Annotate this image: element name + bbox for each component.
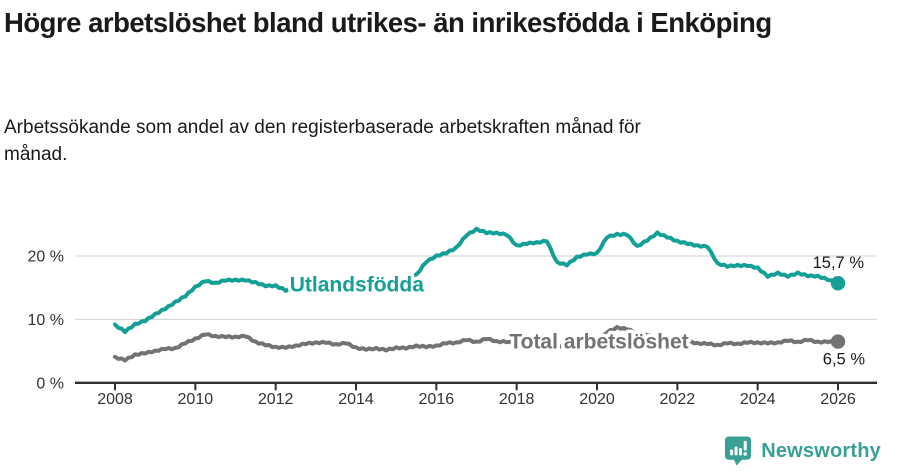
x-axis: 2008 2010 2012 2014 2016 2018 2020 2022 2024 2026 [75,381,877,408]
series-line-utlandsfodda [113,226,840,335]
x-tick-label: 2012 [258,391,294,408]
end-value-label: 15,7 % [813,254,865,272]
series-end-dot [830,334,846,349]
y-tick-label: 20 % [28,249,64,266]
y-tick-label: 10 % [28,312,64,329]
x-tick-label: 2020 [579,391,615,408]
newsworthy-logo-icon [725,436,752,466]
series-label-utlandsfodda: Utlandsfödda [290,273,424,296]
series-label-total-arbetsloshet: Total arbetslöshet [509,330,688,353]
brand-footer: Newsworthy [724,435,881,467]
x-tick-label: 2014 [338,391,374,408]
x-tick-label: 2024 [740,391,776,408]
end-value-label: 6,5 % [823,351,866,369]
x-tick-label: 2018 [499,391,535,408]
y-axis-labels: 0 % 10 % 20 % [28,249,64,393]
x-tick-label: 2022 [660,391,696,408]
x-tick-label: 2008 [97,391,133,408]
series-end-dot [830,276,846,291]
chart-subtitle: Arbetssökande som andel av den registerb… [4,117,641,165]
y-tick-label: 0 % [36,375,64,392]
x-tick-label: 2026 [820,391,856,408]
series-line-total-arbetsloshet [113,325,840,363]
gridlines [75,255,877,321]
x-tick-label: 2016 [419,391,455,408]
chart-title: Högre arbetslöshet bland utrikes- än inr… [4,7,772,38]
x-tick-label: 2010 [178,391,214,408]
brand-name: Newsworthy [761,439,881,462]
